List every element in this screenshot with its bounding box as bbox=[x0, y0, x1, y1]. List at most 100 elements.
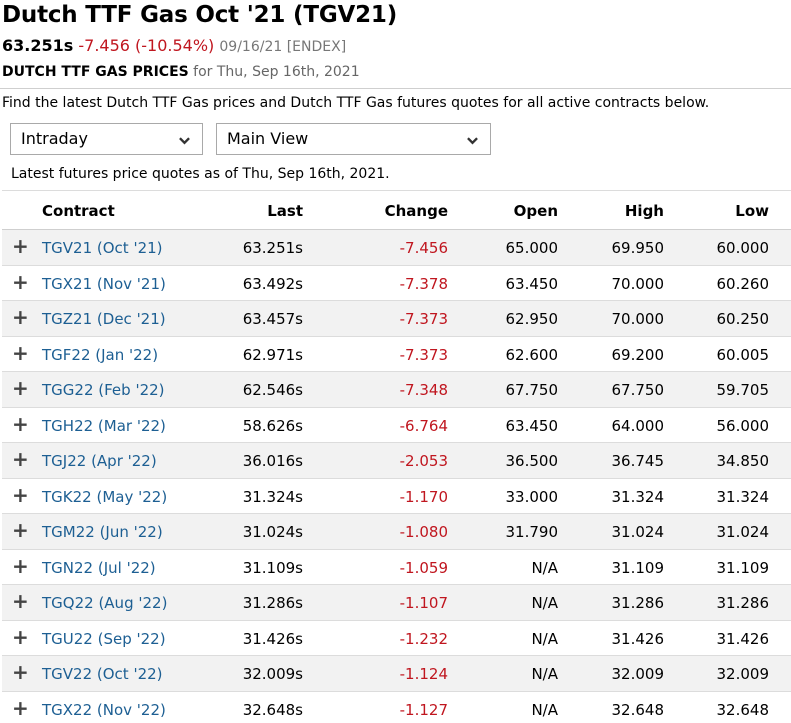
expand-plus-icon[interactable]: + bbox=[12, 660, 29, 684]
open-value: 63.450 bbox=[505, 274, 559, 293]
change-value: -7.373 bbox=[399, 345, 448, 364]
expand-plus-icon[interactable]: + bbox=[12, 376, 29, 400]
open-value: 62.600 bbox=[505, 345, 559, 364]
asof-note: Latest futures price quotes as of Thu, S… bbox=[11, 166, 390, 182]
table-row: + TGG22 (Feb '22) 62.546s -7.348 67.750 67.75… bbox=[2, 372, 791, 408]
contract-link[interactable]: TGG22 (Feb '22) bbox=[42, 381, 165, 399]
expand-plus-icon[interactable]: + bbox=[12, 553, 29, 578]
contract-link[interactable]: TGN22 (Jul '22) bbox=[42, 558, 156, 577]
low-value: 60.005 bbox=[716, 345, 770, 364]
header-contract[interactable]: Contract bbox=[42, 202, 115, 220]
high-value: 32.648 bbox=[611, 700, 665, 719]
period-select-value: Intraday bbox=[21, 129, 88, 148]
contract-link[interactable]: TGM22 (Jun '22) bbox=[42, 523, 163, 541]
low-value: 60.000 bbox=[716, 239, 770, 257]
low-value: 32.648 bbox=[716, 700, 770, 719]
expand-plus-icon[interactable]: + bbox=[12, 234, 29, 258]
change-value: -2.053 bbox=[399, 452, 448, 470]
chevron-down-icon bbox=[467, 137, 478, 145]
change-value: -1.127 bbox=[399, 700, 448, 719]
open-value: 33.000 bbox=[505, 487, 559, 506]
change-value: -1.232 bbox=[399, 629, 448, 648]
table-row: + TGZ21 (Dec '21) 63.457s -7.373 62.950 70.00… bbox=[2, 301, 791, 337]
change-value: -1.107 bbox=[399, 594, 448, 612]
low-value: 34.850 bbox=[716, 452, 770, 470]
intro-text: Find the latest Dutch TTF Gas prices and… bbox=[2, 95, 710, 111]
high-value: 31.286 bbox=[611, 594, 665, 612]
table-row: + TGV22 (Oct '22) 32.009s -1.124 N/A 32.009 32… bbox=[2, 656, 791, 692]
contract-link[interactable]: TGZ21 (Dec '21) bbox=[42, 310, 166, 328]
table-row: + TGQ22 (Aug '22) 31.286s -1.107 N/A 31.286 31… bbox=[2, 585, 791, 621]
change-value: -7.348 bbox=[399, 381, 448, 399]
contract-link[interactable]: TGK22 (May '22) bbox=[42, 487, 168, 506]
page-title: Dutch TTF Gas Oct '21 (TGV21) bbox=[2, 2, 398, 28]
expand-plus-icon[interactable]: + bbox=[12, 589, 29, 613]
open-value: N/A bbox=[531, 594, 558, 612]
header-last[interactable]: Last bbox=[267, 202, 303, 220]
change-value: -6.764 bbox=[399, 416, 448, 435]
open-value: N/A bbox=[531, 665, 558, 683]
open-value: 65.000 bbox=[505, 239, 559, 257]
low-value: 31.426 bbox=[716, 629, 770, 648]
change-value: -1.124 bbox=[399, 665, 448, 683]
table-row: + TGN22 (Jul '22) 31.109s -1.059 N/A 31.109 31… bbox=[2, 550, 791, 585]
change-value: -7.378 bbox=[399, 274, 448, 293]
view-select-value: Main View bbox=[227, 129, 309, 148]
contract-link[interactable]: TGJ22 (Apr '22) bbox=[42, 452, 157, 470]
contract-link[interactable]: TGU22 (Sep '22) bbox=[42, 629, 166, 648]
header-change[interactable]: Change bbox=[384, 202, 448, 220]
last-value: 63.457s bbox=[242, 310, 303, 328]
last-value: 31.286s bbox=[242, 594, 303, 612]
change-value: -1.059 bbox=[399, 558, 448, 577]
table-header: Contract Last Change Open High Low bbox=[2, 190, 791, 230]
period-select[interactable]: Intraday bbox=[10, 123, 203, 155]
table-row: + TGH22 (Mar '22) 58.626s -6.764 63.450 64.00… bbox=[2, 408, 791, 443]
header-high[interactable]: High bbox=[624, 202, 664, 220]
quote-summary: 63.251s -7.456 (-10.54%) 09/16/21 [ENDEX… bbox=[2, 36, 346, 55]
table-row: + TGU22 (Sep '22) 31.426s -1.232 N/A 31.426 31… bbox=[2, 621, 791, 656]
last-value: 31.426s bbox=[242, 629, 303, 648]
expand-plus-icon[interactable]: + bbox=[12, 340, 29, 365]
expand-plus-icon[interactable]: + bbox=[12, 518, 29, 542]
low-value: 31.286 bbox=[716, 594, 770, 612]
contract-link[interactable]: TGX21 (Nov '21) bbox=[42, 274, 166, 293]
expand-plus-icon[interactable]: + bbox=[12, 269, 29, 294]
contract-link[interactable]: TGQ22 (Aug '22) bbox=[42, 594, 168, 612]
high-value: 69.950 bbox=[611, 239, 665, 257]
high-value: 31.324 bbox=[611, 487, 665, 506]
quote-meta: 09/16/21 [ENDEX] bbox=[219, 39, 347, 55]
expand-plus-icon[interactable]: + bbox=[12, 695, 29, 720]
high-value: 67.750 bbox=[611, 381, 665, 399]
expand-plus-icon[interactable]: + bbox=[12, 482, 29, 507]
open-value: N/A bbox=[531, 700, 558, 719]
expand-plus-icon[interactable]: + bbox=[12, 447, 29, 471]
expand-plus-icon[interactable]: + bbox=[12, 411, 29, 436]
contract-link[interactable]: TGX22 (Nov '22) bbox=[42, 700, 166, 719]
last-value: 63.251s bbox=[242, 239, 303, 257]
table-row: + TGJ22 (Apr '22) 36.016s -2.053 36.500 36.74… bbox=[2, 443, 791, 479]
expand-plus-icon[interactable]: + bbox=[12, 305, 29, 329]
low-value: 31.109 bbox=[716, 558, 770, 577]
last-value: 58.626s bbox=[242, 416, 303, 435]
contract-link[interactable]: TGV22 (Oct '22) bbox=[42, 665, 163, 683]
low-value: 56.000 bbox=[716, 416, 770, 435]
high-value: 70.000 bbox=[611, 274, 665, 293]
open-value: N/A bbox=[531, 558, 558, 577]
prices-date: for Thu, Sep 16th, 2021 bbox=[193, 64, 360, 80]
high-value: 64.000 bbox=[611, 416, 665, 435]
contract-link[interactable]: TGF22 (Jan '22) bbox=[42, 345, 159, 364]
open-value: 63.450 bbox=[505, 416, 559, 435]
view-select[interactable]: Main View bbox=[216, 123, 491, 155]
header-open[interactable]: Open bbox=[513, 202, 558, 220]
expand-plus-icon[interactable]: + bbox=[12, 624, 29, 649]
open-value: 31.790 bbox=[505, 523, 559, 541]
price-change: -7.456 (-10.54%) bbox=[78, 36, 215, 55]
last-value: 62.546s bbox=[242, 381, 303, 399]
contract-link[interactable]: TGV21 (Oct '21) bbox=[42, 239, 163, 257]
header-low[interactable]: Low bbox=[735, 202, 769, 220]
table-row: + TGV21 (Oct '21) 63.251s -7.456 65.000 69.95… bbox=[2, 230, 791, 266]
high-value: 31.109 bbox=[611, 558, 665, 577]
high-value: 31.426 bbox=[611, 629, 665, 648]
open-value: 36.500 bbox=[505, 452, 559, 470]
contract-link[interactable]: TGH22 (Mar '22) bbox=[42, 416, 166, 435]
